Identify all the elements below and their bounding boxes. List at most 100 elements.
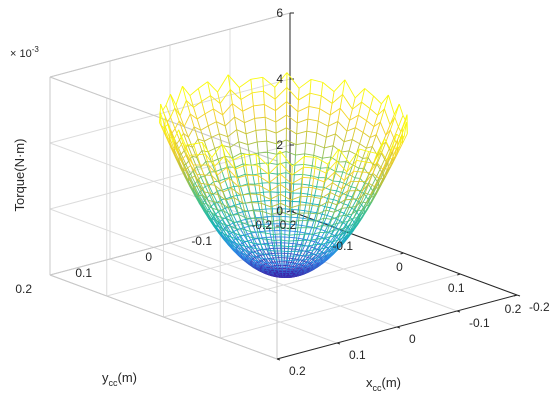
surface-ring-segment [335,133,345,143]
surface-ring-segment [333,79,346,92]
surface-ring-segment [207,121,217,127]
surface-ring-segment [322,156,331,159]
surface-spoke-segment [163,127,170,140]
surface-spoke-segment [358,158,364,169]
surface-spoke-segment [178,120,184,134]
surface-spoke-segment [292,184,295,194]
surface-spoke-segment [223,211,228,220]
surface-ring-segment [355,187,361,193]
surface-spoke-segment [329,245,335,252]
surface-spoke-segment [341,231,347,239]
surface-spoke-segment [311,241,316,248]
surface-spoke-segment [347,196,353,206]
surface-ring-segment [364,88,374,97]
surface-spoke-segment [343,131,348,142]
surface-ring-segment [222,187,232,193]
surface-ring-segment [286,87,299,101]
surface-ring-segment [250,255,256,258]
x-axis-label-main: x [366,375,373,390]
surface-ring-segment [239,244,246,247]
surface-spoke-segment [339,171,344,182]
surface-ring-segment [292,243,298,245]
surface-spoke-segment [303,255,307,260]
surface-spoke-segment [194,175,200,187]
surface-spoke-segment [196,154,201,166]
surface-spoke-segment [295,234,298,241]
surface-spoke-segment [216,174,221,184]
surface-spoke-segment [315,257,319,262]
surface-spoke-segment [300,187,303,197]
surface-spoke-segment [378,172,384,184]
surface-spoke-segment [258,261,264,266]
surface-spoke-segment [189,113,195,128]
surface-spoke-segment [348,221,355,230]
surface-spoke-segment [333,243,339,250]
surface-ring-segment [245,129,257,135]
surface-spoke-segment [217,194,222,204]
surface-spoke-segment [259,209,262,218]
surface-spoke-segment [323,137,327,148]
surface-ring-segment [377,108,385,116]
surface-ring-segment [347,195,353,198]
surface-spoke-segment [292,192,294,202]
surface-spoke-segment [260,244,263,250]
surface-spoke-segment [233,221,238,229]
surface-spoke-segment [260,217,264,225]
surface-ring-segment [317,209,327,215]
surface-ring-segment [230,225,237,230]
x-axis-label: xcc(m) [366,375,401,393]
surface-spoke-segment [231,103,235,118]
surface-ring-segment [349,224,354,226]
surface-spoke-segment [176,143,182,155]
surface-spoke-segment [229,206,234,215]
surface-ring-segment [272,226,282,229]
surface-spoke-segment [379,159,386,170]
surface-spoke-segment [388,137,395,150]
surface-spoke-segment [269,199,272,207]
surface-spoke-segment [365,137,371,149]
surface-spoke-segment [248,224,251,232]
surface-ring-segment [240,227,245,230]
surface-spoke-segment [340,141,345,153]
surface-spoke-segment [243,154,247,166]
surface-spoke-segment [303,156,305,168]
surface-spoke-segment [318,168,321,178]
surface-spoke-segment [315,250,321,256]
surface-ring-segment [196,113,206,120]
surface-ring-segment [376,163,381,170]
surface-spoke-segment [271,263,274,267]
surface-spoke-segment [252,225,257,233]
surface-ring-segment [262,267,267,269]
surface-spoke-segment [250,79,253,93]
surface-ring-segment [185,160,189,165]
surface-spoke-segment [242,229,247,236]
surface-spoke-segment [266,262,269,267]
surface-ring-segment [324,206,331,209]
surface-ring-segment [304,153,314,156]
surface-ring-segment [257,140,267,143]
surface-spoke-segment [381,141,387,154]
surface-ring-segment [286,114,298,124]
surface-spoke-segment [352,154,357,166]
surface-ring-segment [369,134,377,138]
surface-ring-segment [286,101,299,112]
surface-spoke-segment [257,260,261,265]
surface-ring-segment [349,148,360,164]
surface-spoke-segment [308,204,311,214]
surface-spoke-segment [343,205,349,214]
surface-spoke-segment [335,220,341,228]
surface-ring-segment [369,108,378,116]
surface-ring-segment [258,184,270,192]
surface-ring-segment [328,121,339,127]
surface-spoke-segment [294,267,297,271]
surface-spoke-segment [338,188,343,198]
surface-ring-segment [341,207,350,209]
surface-spoke-segment [311,227,315,235]
surface-spoke-segment [200,183,205,193]
surface-ring-segment [361,101,371,109]
y-axis-label-unit: (m) [118,370,138,385]
surface-spoke-segment [277,266,279,270]
surface-spoke-segment [344,190,349,201]
surface-ring-segment [285,182,294,185]
surface-spoke-segment [187,144,193,157]
